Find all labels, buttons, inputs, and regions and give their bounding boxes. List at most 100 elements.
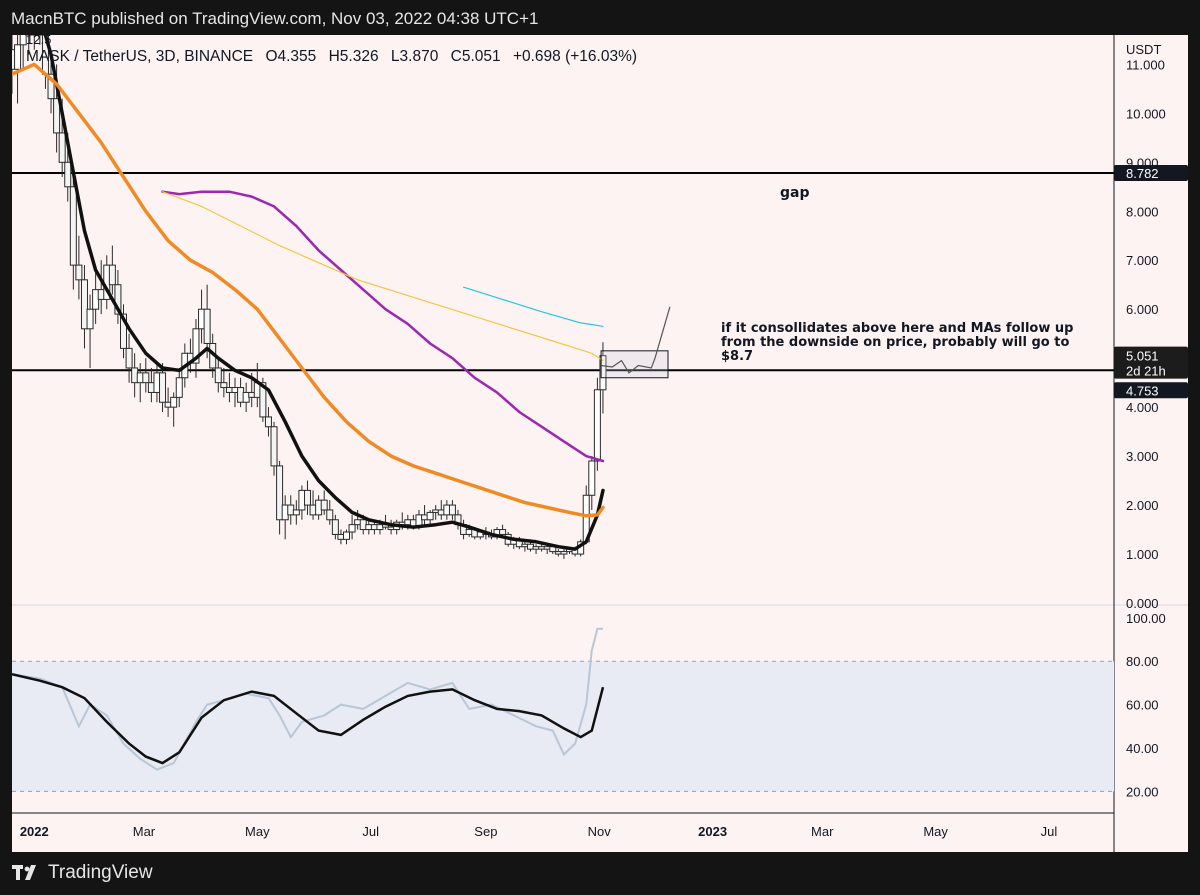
legend-close: C5.051 <box>450 48 501 65</box>
time-tick-label: Jul <box>362 824 379 839</box>
price-tick-label: 7.000 <box>1126 253 1159 268</box>
candle-body <box>588 460 596 496</box>
chart-panel[interactable]: USDT11.00010.0009.0008.0007.0006.0005.00… <box>12 35 1188 852</box>
rsi-tick-label: 20.00 <box>1126 784 1159 799</box>
time-tick-label: May <box>245 824 270 839</box>
price-tag-gap: 8.782 <box>1114 164 1188 181</box>
candle <box>203 284 211 359</box>
candle <box>426 509 434 525</box>
candle <box>80 265 88 349</box>
candle <box>276 461 284 535</box>
consolidation-box <box>600 350 669 379</box>
candle <box>36 35 44 45</box>
candle-body <box>175 377 183 398</box>
time-tick-label: Jul <box>1041 824 1058 839</box>
price-tag-countdown: 2d 21h <box>1126 364 1166 379</box>
candle-body <box>220 382 228 389</box>
candle <box>159 363 167 413</box>
chart-canvas[interactable]: USDT11.00010.0009.0008.0007.0006.0005.00… <box>12 35 1188 852</box>
tradingview-logo-icon <box>12 865 36 880</box>
analysis-note: if it consollidates above here and MAs f… <box>721 321 1074 364</box>
time-tick-label: May <box>923 824 948 839</box>
candle <box>560 549 568 559</box>
symbol-name[interactable]: MASK / TetherUS, 3D, BINANCE <box>26 48 254 65</box>
price-tag-last-bg <box>1114 346 1188 379</box>
candle <box>69 167 77 290</box>
candle-body <box>19 35 27 46</box>
candle <box>175 367 183 408</box>
candle-body <box>270 426 278 467</box>
rsi-tick-label: 80.00 <box>1126 654 1159 669</box>
price-tag-support-bg <box>1114 382 1188 399</box>
candle-body <box>120 313 128 349</box>
candle-body <box>320 499 328 511</box>
candle <box>448 500 456 520</box>
candle-body <box>343 531 351 540</box>
candle-body <box>114 284 122 315</box>
candle-body <box>75 264 83 281</box>
candle-body <box>326 509 334 521</box>
price-tick-label: 1.000 <box>1126 547 1159 562</box>
price-tick-label: 10.000 <box>1126 106 1166 121</box>
candle <box>120 304 128 359</box>
candle-body <box>264 416 272 428</box>
candle <box>14 35 22 104</box>
candle <box>320 490 328 515</box>
candle <box>108 245 116 295</box>
price-tick-label: 6.000 <box>1126 302 1159 317</box>
price-tag-gap-text: 8.782 <box>1126 166 1159 181</box>
candle-body <box>203 308 211 344</box>
candle <box>292 500 300 525</box>
candle-body <box>192 328 200 364</box>
candle <box>499 524 507 537</box>
tradingview-footer: TradingView <box>12 858 153 888</box>
time-tick-label: 2022 <box>20 824 49 839</box>
candle-body <box>292 509 300 516</box>
candle-body <box>80 279 88 330</box>
price-tag-last-text: 5.051 <box>1126 349 1159 364</box>
candle <box>331 514 339 540</box>
candle <box>588 456 596 510</box>
moving-average-line <box>161 190 605 463</box>
candle <box>326 500 334 525</box>
legend-change: +0.698 (+16.03%) <box>512 48 638 65</box>
time-tick-label: Nov <box>588 824 612 839</box>
candle-body <box>14 44 22 70</box>
candle-body <box>125 347 133 369</box>
candle <box>220 367 228 398</box>
price-tick-label: 4.000 <box>1126 400 1159 415</box>
candle <box>303 480 311 515</box>
candle <box>264 407 272 437</box>
candle <box>25 35 33 55</box>
candle-body <box>170 396 178 408</box>
candle <box>348 514 356 540</box>
candle-body <box>499 529 507 535</box>
candle-body <box>560 551 568 555</box>
candle-body <box>426 511 434 521</box>
footer-brand: TradingView <box>48 862 153 883</box>
candle <box>30 35 38 50</box>
candle-body <box>86 308 94 330</box>
rsi-tick-label: 60.00 <box>1126 698 1159 713</box>
candle <box>270 421 278 476</box>
rsi-line <box>12 627 603 771</box>
moving-average-line <box>463 286 604 327</box>
rsi-tick-label: 100.00 <box>1126 611 1166 626</box>
candle <box>170 392 178 427</box>
candle <box>214 358 222 393</box>
candle-body <box>159 372 167 403</box>
legend-high: H5.326 <box>328 48 379 65</box>
candle-body <box>331 519 339 535</box>
time-tick-label: Mar <box>811 824 834 839</box>
price-tick-label: 11.000 <box>1126 57 1165 72</box>
publisher-header: MacnBTC published on TradingView.com, No… <box>11 9 539 28</box>
projection-path <box>601 306 671 374</box>
price-tag-support: 4.753 <box>1114 382 1188 399</box>
candle-body <box>348 524 356 533</box>
candle-body <box>64 161 72 188</box>
rsi-signal-line <box>12 672 605 765</box>
candle-body <box>276 465 284 521</box>
candle-body <box>58 132 66 163</box>
